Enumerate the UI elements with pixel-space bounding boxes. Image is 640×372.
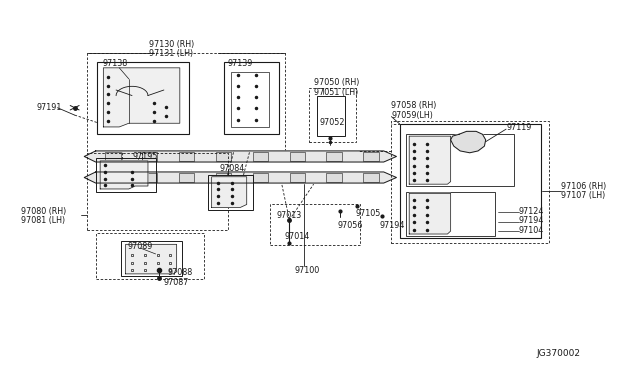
Text: 97124: 97124 — [519, 206, 544, 216]
Text: 97107 (LH): 97107 (LH) — [561, 191, 605, 200]
Bar — [289, 152, 305, 161]
Bar — [179, 173, 195, 182]
Text: 97119: 97119 — [506, 123, 531, 132]
Polygon shape — [409, 136, 451, 184]
Text: 97081 (LH): 97081 (LH) — [20, 216, 65, 225]
Text: JG370002: JG370002 — [537, 350, 580, 359]
Text: 97105: 97105 — [355, 209, 380, 218]
Bar — [308, 88, 356, 142]
Bar — [406, 192, 495, 236]
Text: 97195: 97195 — [132, 152, 157, 161]
Text: 97191: 97191 — [36, 103, 62, 112]
Text: 97104: 97104 — [519, 226, 544, 235]
Polygon shape — [84, 172, 396, 183]
Polygon shape — [84, 151, 396, 162]
Text: 97100: 97100 — [294, 266, 320, 275]
Bar — [179, 152, 195, 161]
Bar — [209, 175, 253, 210]
Text: 97058 (RH): 97058 (RH) — [392, 101, 436, 110]
Bar — [326, 152, 342, 161]
Text: 97106 (RH): 97106 (RH) — [561, 182, 606, 190]
Bar — [142, 173, 157, 182]
Text: 97131 (LH): 97131 (LH) — [150, 49, 193, 58]
Text: 97089: 97089 — [127, 242, 153, 251]
Text: 97052: 97052 — [320, 118, 346, 127]
Bar — [392, 121, 549, 243]
Bar — [88, 153, 228, 230]
Bar — [216, 152, 231, 161]
Bar — [253, 173, 268, 182]
Bar — [326, 173, 342, 182]
Bar — [88, 53, 285, 153]
Text: 97088: 97088 — [167, 268, 192, 277]
Text: 97130 (RH): 97130 (RH) — [149, 41, 194, 49]
Text: 97194: 97194 — [380, 221, 405, 230]
Text: 97014: 97014 — [285, 232, 310, 241]
Text: 97080 (RH): 97080 (RH) — [20, 206, 66, 216]
Text: 97084: 97084 — [220, 164, 244, 173]
Bar — [96, 158, 156, 192]
Text: 97194: 97194 — [519, 216, 544, 225]
Text: 97087: 97087 — [164, 278, 189, 287]
Bar — [142, 152, 157, 161]
Polygon shape — [451, 131, 486, 153]
Text: 97051 (LH): 97051 (LH) — [314, 88, 358, 97]
Text: 97059(LH): 97059(LH) — [392, 110, 433, 120]
Polygon shape — [103, 68, 180, 127]
Bar — [105, 173, 120, 182]
Bar — [96, 233, 204, 279]
Text: 97138: 97138 — [102, 59, 127, 68]
Text: 97139: 97139 — [228, 59, 253, 68]
Bar — [231, 71, 269, 127]
Bar — [253, 152, 268, 161]
Polygon shape — [125, 244, 177, 274]
Bar — [216, 173, 231, 182]
Text: 97056: 97056 — [338, 221, 364, 230]
Polygon shape — [212, 177, 246, 208]
Bar — [406, 134, 515, 186]
Bar — [225, 62, 278, 134]
Text: 97013: 97013 — [276, 211, 302, 220]
Bar — [105, 152, 120, 161]
Bar — [364, 152, 379, 161]
Polygon shape — [100, 161, 148, 189]
Bar — [97, 62, 189, 134]
Bar — [289, 173, 305, 182]
Polygon shape — [409, 193, 451, 234]
Bar — [399, 124, 541, 238]
Bar — [364, 173, 379, 182]
Bar — [121, 241, 182, 276]
Text: 97050 (RH): 97050 (RH) — [314, 78, 359, 87]
Bar — [317, 96, 346, 136]
Bar — [270, 205, 360, 245]
